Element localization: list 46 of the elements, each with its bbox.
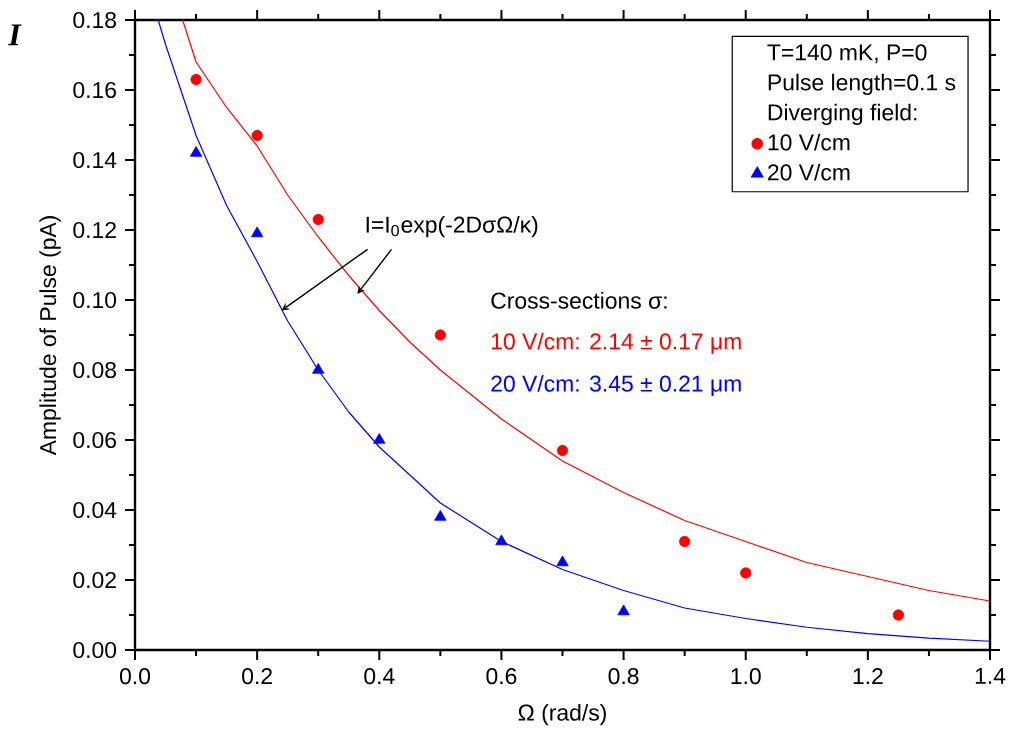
x-tick-label: 0.0	[119, 668, 151, 685]
legend-title: Diverging field:	[768, 103, 917, 126]
point	[679, 535, 691, 548]
legend-label: 20 V/cm	[768, 163, 850, 181]
point	[556, 555, 569, 567]
x-tick-label: 0.2	[242, 668, 272, 685]
legend-label: 10 V/cm	[768, 133, 850, 151]
y-tick-label: 0.10	[73, 291, 117, 309]
y-tick-label: 0.18	[73, 11, 116, 29]
x-tick-label: 0.6	[486, 668, 517, 685]
point	[312, 213, 324, 226]
y-tick-label: 0.06	[73, 431, 116, 449]
point	[312, 363, 325, 374]
y-tick-label: 0.04	[73, 501, 117, 519]
point	[617, 604, 630, 616]
y-tick-label: 0.14	[73, 151, 117, 169]
point	[434, 329, 446, 341]
y-tick-label: 0.16	[73, 81, 116, 99]
y-tick-label: 0.00	[73, 641, 117, 659]
x-tick-label: 0.4	[364, 668, 395, 685]
y-tick-label: 0.12	[73, 221, 116, 239]
y-tick-label: 0.08	[73, 361, 116, 379]
point	[556, 444, 569, 457]
point	[251, 129, 263, 142]
annotation: 20 V/cm: 3.45 ± 0.21 μm	[491, 374, 741, 396]
x-tick-label: 0.8	[608, 668, 639, 685]
annotation: I=I$_{0}$exp(-2DσΩ/κ)	[366, 215, 538, 238]
annotation: Cross-sections σ:	[491, 291, 667, 309]
x-axis-title: Ω (rad/s)	[518, 703, 606, 726]
point	[190, 73, 202, 86]
annotation: 10 V/cm: 2.14 ± 0.17 μm	[491, 332, 741, 354]
point	[251, 226, 264, 238]
x-tick-label: 1.4	[975, 668, 1006, 684]
x-tick-label: 1.2	[853, 668, 883, 684]
point	[740, 567, 752, 579]
point	[373, 433, 386, 444]
point	[892, 609, 904, 621]
y-axis-title: Amplitude of Pulse (pA)	[39, 216, 61, 456]
x-tick-label: 1.0	[731, 668, 761, 685]
annotation: Pulse length=0.1 s	[768, 73, 956, 96]
point	[495, 534, 508, 546]
y-tick-label: 0.02	[73, 571, 116, 589]
annotation: T=140 mK, P=0	[767, 44, 927, 64]
point	[434, 510, 447, 521]
point	[189, 146, 203, 157]
text: I	[8, 24, 22, 46]
